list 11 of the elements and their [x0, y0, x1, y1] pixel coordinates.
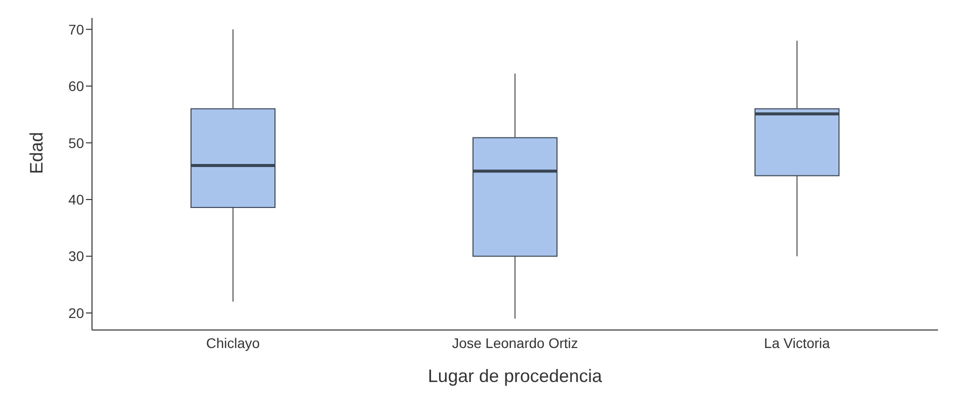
x-tick-label: La Victoria	[764, 334, 830, 351]
y-axis-title: Edad	[26, 132, 46, 174]
x-axis-title: Lugar de procedencia	[428, 366, 604, 386]
y-tick-label: 30	[68, 248, 84, 264]
x-tick-label: Jose Leonardo Ortiz	[452, 334, 578, 351]
y-tick-label: 70	[68, 21, 84, 38]
y-tick-label: 60	[68, 78, 84, 94]
y-tick-label: 50	[68, 134, 84, 151]
x-tick-label: Chiclayo	[206, 334, 260, 351]
y-tick-label: 20	[68, 304, 84, 321]
y-tick-label: 40	[68, 191, 84, 208]
